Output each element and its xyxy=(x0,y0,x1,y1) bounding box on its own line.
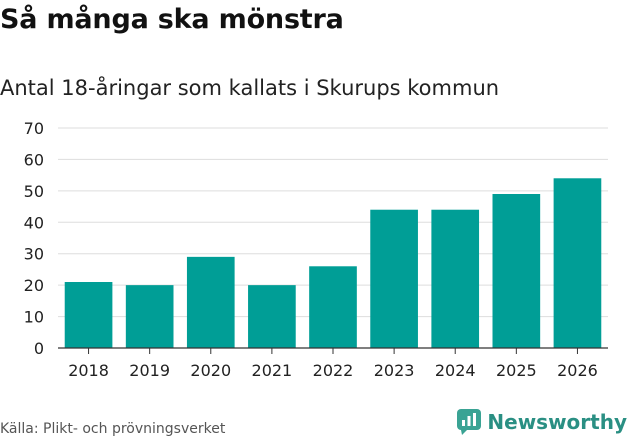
source-note: Källa: Plikt- och prövningsverket xyxy=(0,421,226,437)
y-tick-label: 40 xyxy=(24,213,44,232)
x-tick-label: 2026 xyxy=(557,361,598,380)
bar-2023 xyxy=(370,209,418,348)
x-tick-label: 2025 xyxy=(496,361,537,380)
newsworthy-logo: Newsworthy xyxy=(457,408,627,436)
bar-2021 xyxy=(248,285,296,348)
newsworthy-logo-icon xyxy=(457,409,482,435)
chart-subtitle: Antal 18-åringar som kallats i Skurups k… xyxy=(0,76,500,100)
y-tick-label: 10 xyxy=(24,308,44,327)
newsworthy-logo-text: Newsworthy xyxy=(487,410,627,434)
bar-2019 xyxy=(125,285,174,348)
y-tick-label: 50 xyxy=(24,182,44,201)
bar-2024 xyxy=(431,209,480,348)
x-axis-ticks: 2018 2019 2020 2021 2022 2023 2024 2025 2026 xyxy=(68,348,598,380)
y-tick-label: 60 xyxy=(24,150,44,169)
bars xyxy=(64,178,602,348)
y-tick-label: 30 xyxy=(24,245,44,264)
bar-2022 xyxy=(309,266,357,348)
x-tick-label: 2018 xyxy=(68,361,109,380)
y-tick-label: 20 xyxy=(24,276,44,295)
bar-2025 xyxy=(492,194,541,348)
bar-2026 xyxy=(553,178,602,348)
x-tick-label: 2023 xyxy=(374,361,415,380)
x-tick-label: 2019 xyxy=(129,361,170,380)
chart-title: Så många ska mönstra xyxy=(0,4,344,35)
x-tick-label: 2021 xyxy=(252,361,293,380)
x-tick-label: 2022 xyxy=(313,361,354,380)
x-tick-label: 2020 xyxy=(190,361,231,380)
bar-2018 xyxy=(64,282,113,348)
bar-2020 xyxy=(186,256,235,348)
y-axis-ticks: 0 10 20 30 40 50 60 70 xyxy=(24,119,44,358)
x-tick-label: 2024 xyxy=(435,361,476,380)
bar-chart: 0 10 20 30 40 50 60 70 2018 2019 2020 2021 2022 2023… xyxy=(24,119,608,380)
y-tick-label: 70 xyxy=(24,119,44,138)
y-tick-label: 0 xyxy=(34,339,44,358)
